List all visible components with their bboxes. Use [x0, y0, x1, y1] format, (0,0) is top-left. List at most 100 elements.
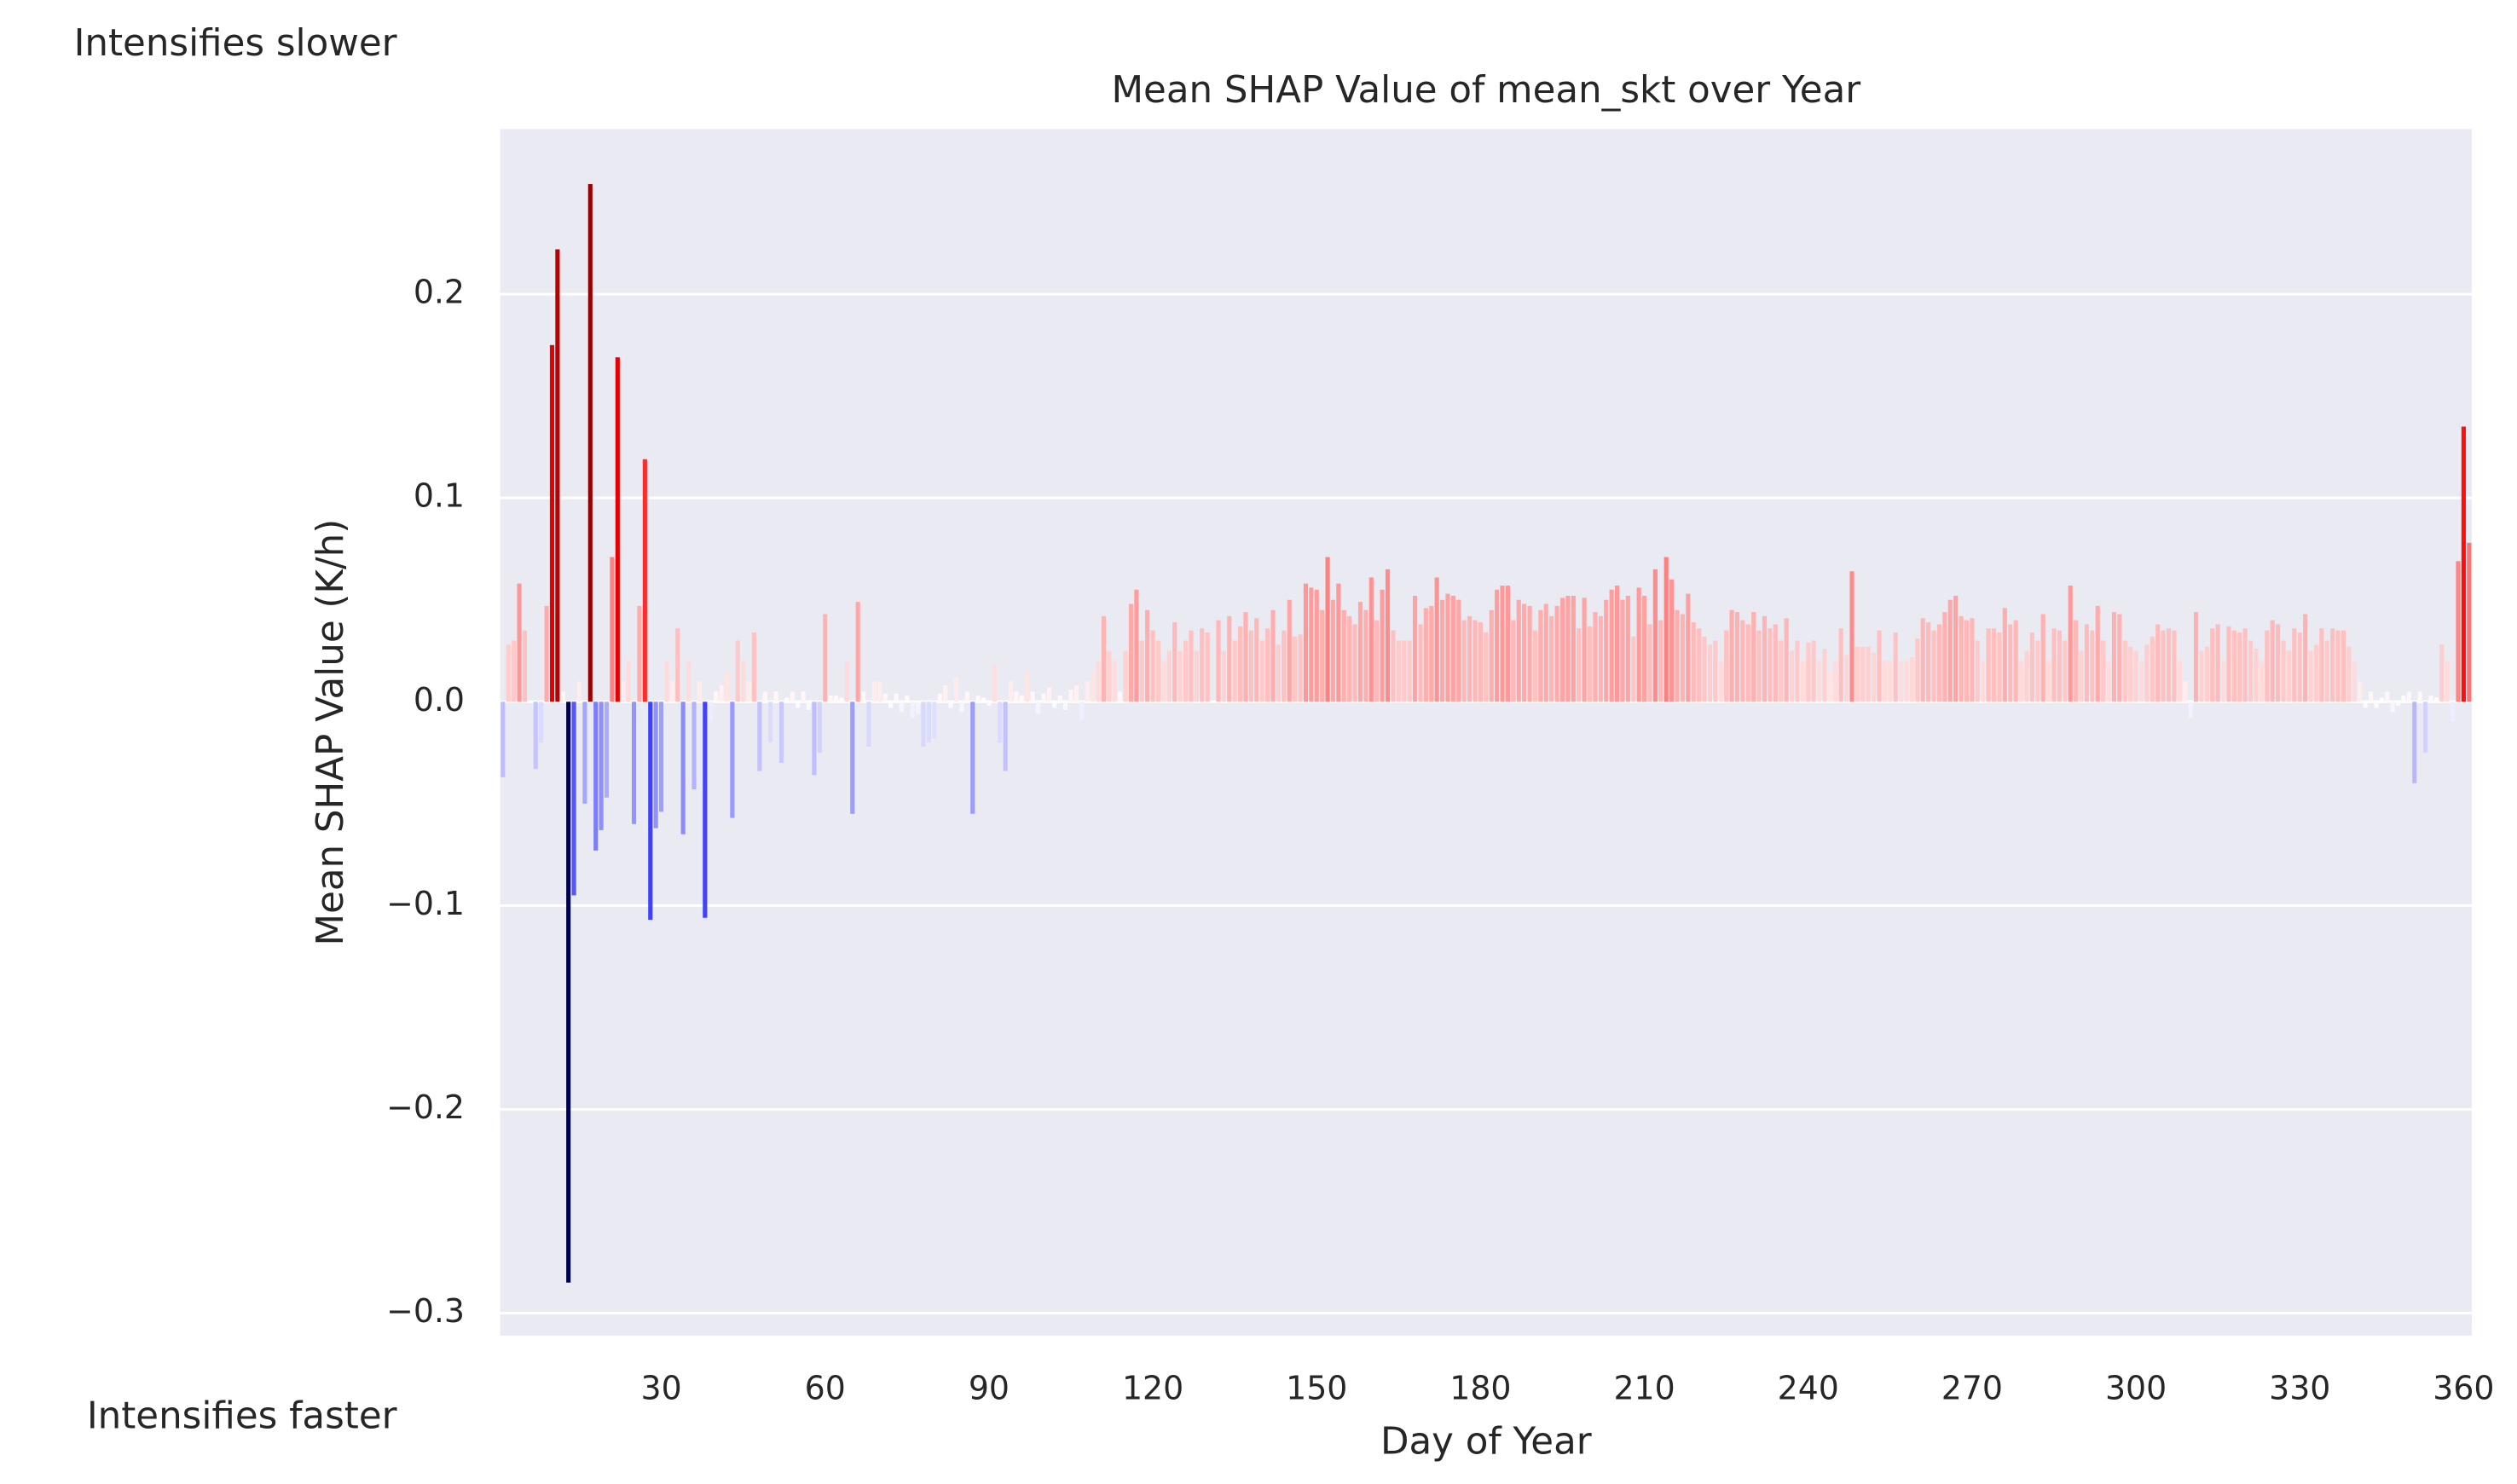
bar	[1959, 615, 1964, 702]
bar	[1391, 630, 1396, 702]
bar	[2445, 661, 2450, 702]
bar	[773, 691, 778, 702]
bar	[1073, 685, 1079, 702]
bar	[571, 702, 576, 896]
bar	[2221, 661, 2226, 702]
bar	[653, 702, 658, 829]
x-tick-label: 180	[1449, 1370, 1511, 1407]
bar	[1112, 661, 1117, 702]
bar	[1221, 650, 1226, 702]
bar	[953, 677, 959, 702]
bar	[703, 702, 708, 918]
bar	[1816, 661, 1822, 702]
bar	[2363, 702, 2368, 708]
bar	[1559, 598, 1565, 702]
bar	[2101, 640, 2106, 702]
bar	[1412, 595, 1418, 702]
bar	[855, 602, 860, 702]
bar	[2204, 646, 2209, 702]
bar	[1259, 640, 1264, 702]
bar	[2029, 632, 2034, 702]
bar	[839, 697, 844, 702]
bar	[2439, 644, 2445, 702]
bar	[1155, 640, 1161, 702]
bar	[621, 681, 626, 702]
bar	[2401, 696, 2406, 702]
bar	[1680, 614, 1685, 702]
bar	[926, 702, 932, 743]
bar	[2433, 697, 2439, 702]
bar	[1057, 696, 1062, 702]
bar	[2330, 628, 2335, 702]
bar	[2303, 614, 2308, 702]
bar	[593, 702, 599, 851]
bar	[2057, 630, 2062, 702]
y-tick-label: 0.1	[414, 477, 465, 515]
bar	[539, 702, 544, 743]
bar	[1669, 579, 1675, 702]
bar	[1724, 630, 1729, 702]
bar	[664, 661, 669, 702]
bar	[2199, 650, 2204, 702]
bar	[1936, 624, 1942, 702]
bar	[746, 681, 751, 702]
bar	[2133, 650, 2138, 702]
x-tick-label: 120	[1122, 1370, 1183, 1407]
bar	[1161, 661, 1166, 702]
bar	[751, 632, 757, 702]
bar	[1697, 628, 1702, 702]
bar	[2117, 614, 2122, 702]
bar	[823, 614, 828, 702]
bar	[1926, 622, 1931, 702]
bar	[1664, 557, 1669, 702]
bar	[1882, 661, 1887, 702]
bar	[1970, 618, 1975, 702]
bar	[2358, 681, 2363, 702]
bar	[626, 661, 631, 702]
bar	[1554, 605, 1559, 702]
bar	[669, 681, 674, 702]
annotation: Intensifies slower	[74, 22, 397, 65]
bar	[2111, 612, 2117, 702]
bar	[1085, 681, 1090, 702]
bar	[2155, 624, 2161, 702]
bar	[2254, 649, 2259, 702]
bar	[1380, 589, 1385, 702]
bar	[2161, 630, 2166, 702]
bar	[1309, 587, 1314, 702]
bar	[631, 702, 637, 824]
bar	[2259, 661, 2264, 702]
bar	[2188, 702, 2193, 719]
bar	[1489, 609, 1494, 702]
bar	[2183, 681, 2188, 702]
bar	[905, 696, 910, 702]
bar	[2335, 630, 2341, 702]
bar	[1052, 702, 1057, 708]
bar	[1620, 599, 1625, 702]
bar	[2046, 661, 2051, 702]
bar	[2368, 691, 2374, 702]
bar	[1429, 605, 1434, 702]
bar	[1779, 640, 1784, 702]
bar	[998, 702, 1003, 743]
bar	[1336, 583, 1341, 702]
bar	[735, 640, 740, 702]
bar	[1467, 615, 1473, 702]
bar	[1091, 671, 1096, 702]
bar	[1920, 618, 1925, 702]
ticks: −0.3 −0.2 −0.1 0.0 0.1 0.2 30 60 90 120 150 180 210 2…	[386, 274, 2494, 1407]
bar	[1953, 595, 1959, 702]
bar	[975, 696, 981, 702]
bar	[948, 702, 953, 708]
bar	[686, 661, 691, 702]
bar	[1123, 650, 1128, 702]
bar	[1833, 661, 1838, 702]
bar	[1849, 571, 1854, 702]
bar	[2292, 628, 2297, 702]
bar	[2319, 628, 2324, 702]
bar	[708, 702, 713, 723]
bar	[1298, 634, 1303, 702]
x-tick-label: 240	[1778, 1370, 1839, 1407]
bar	[533, 702, 538, 770]
bars	[501, 183, 2472, 1283]
